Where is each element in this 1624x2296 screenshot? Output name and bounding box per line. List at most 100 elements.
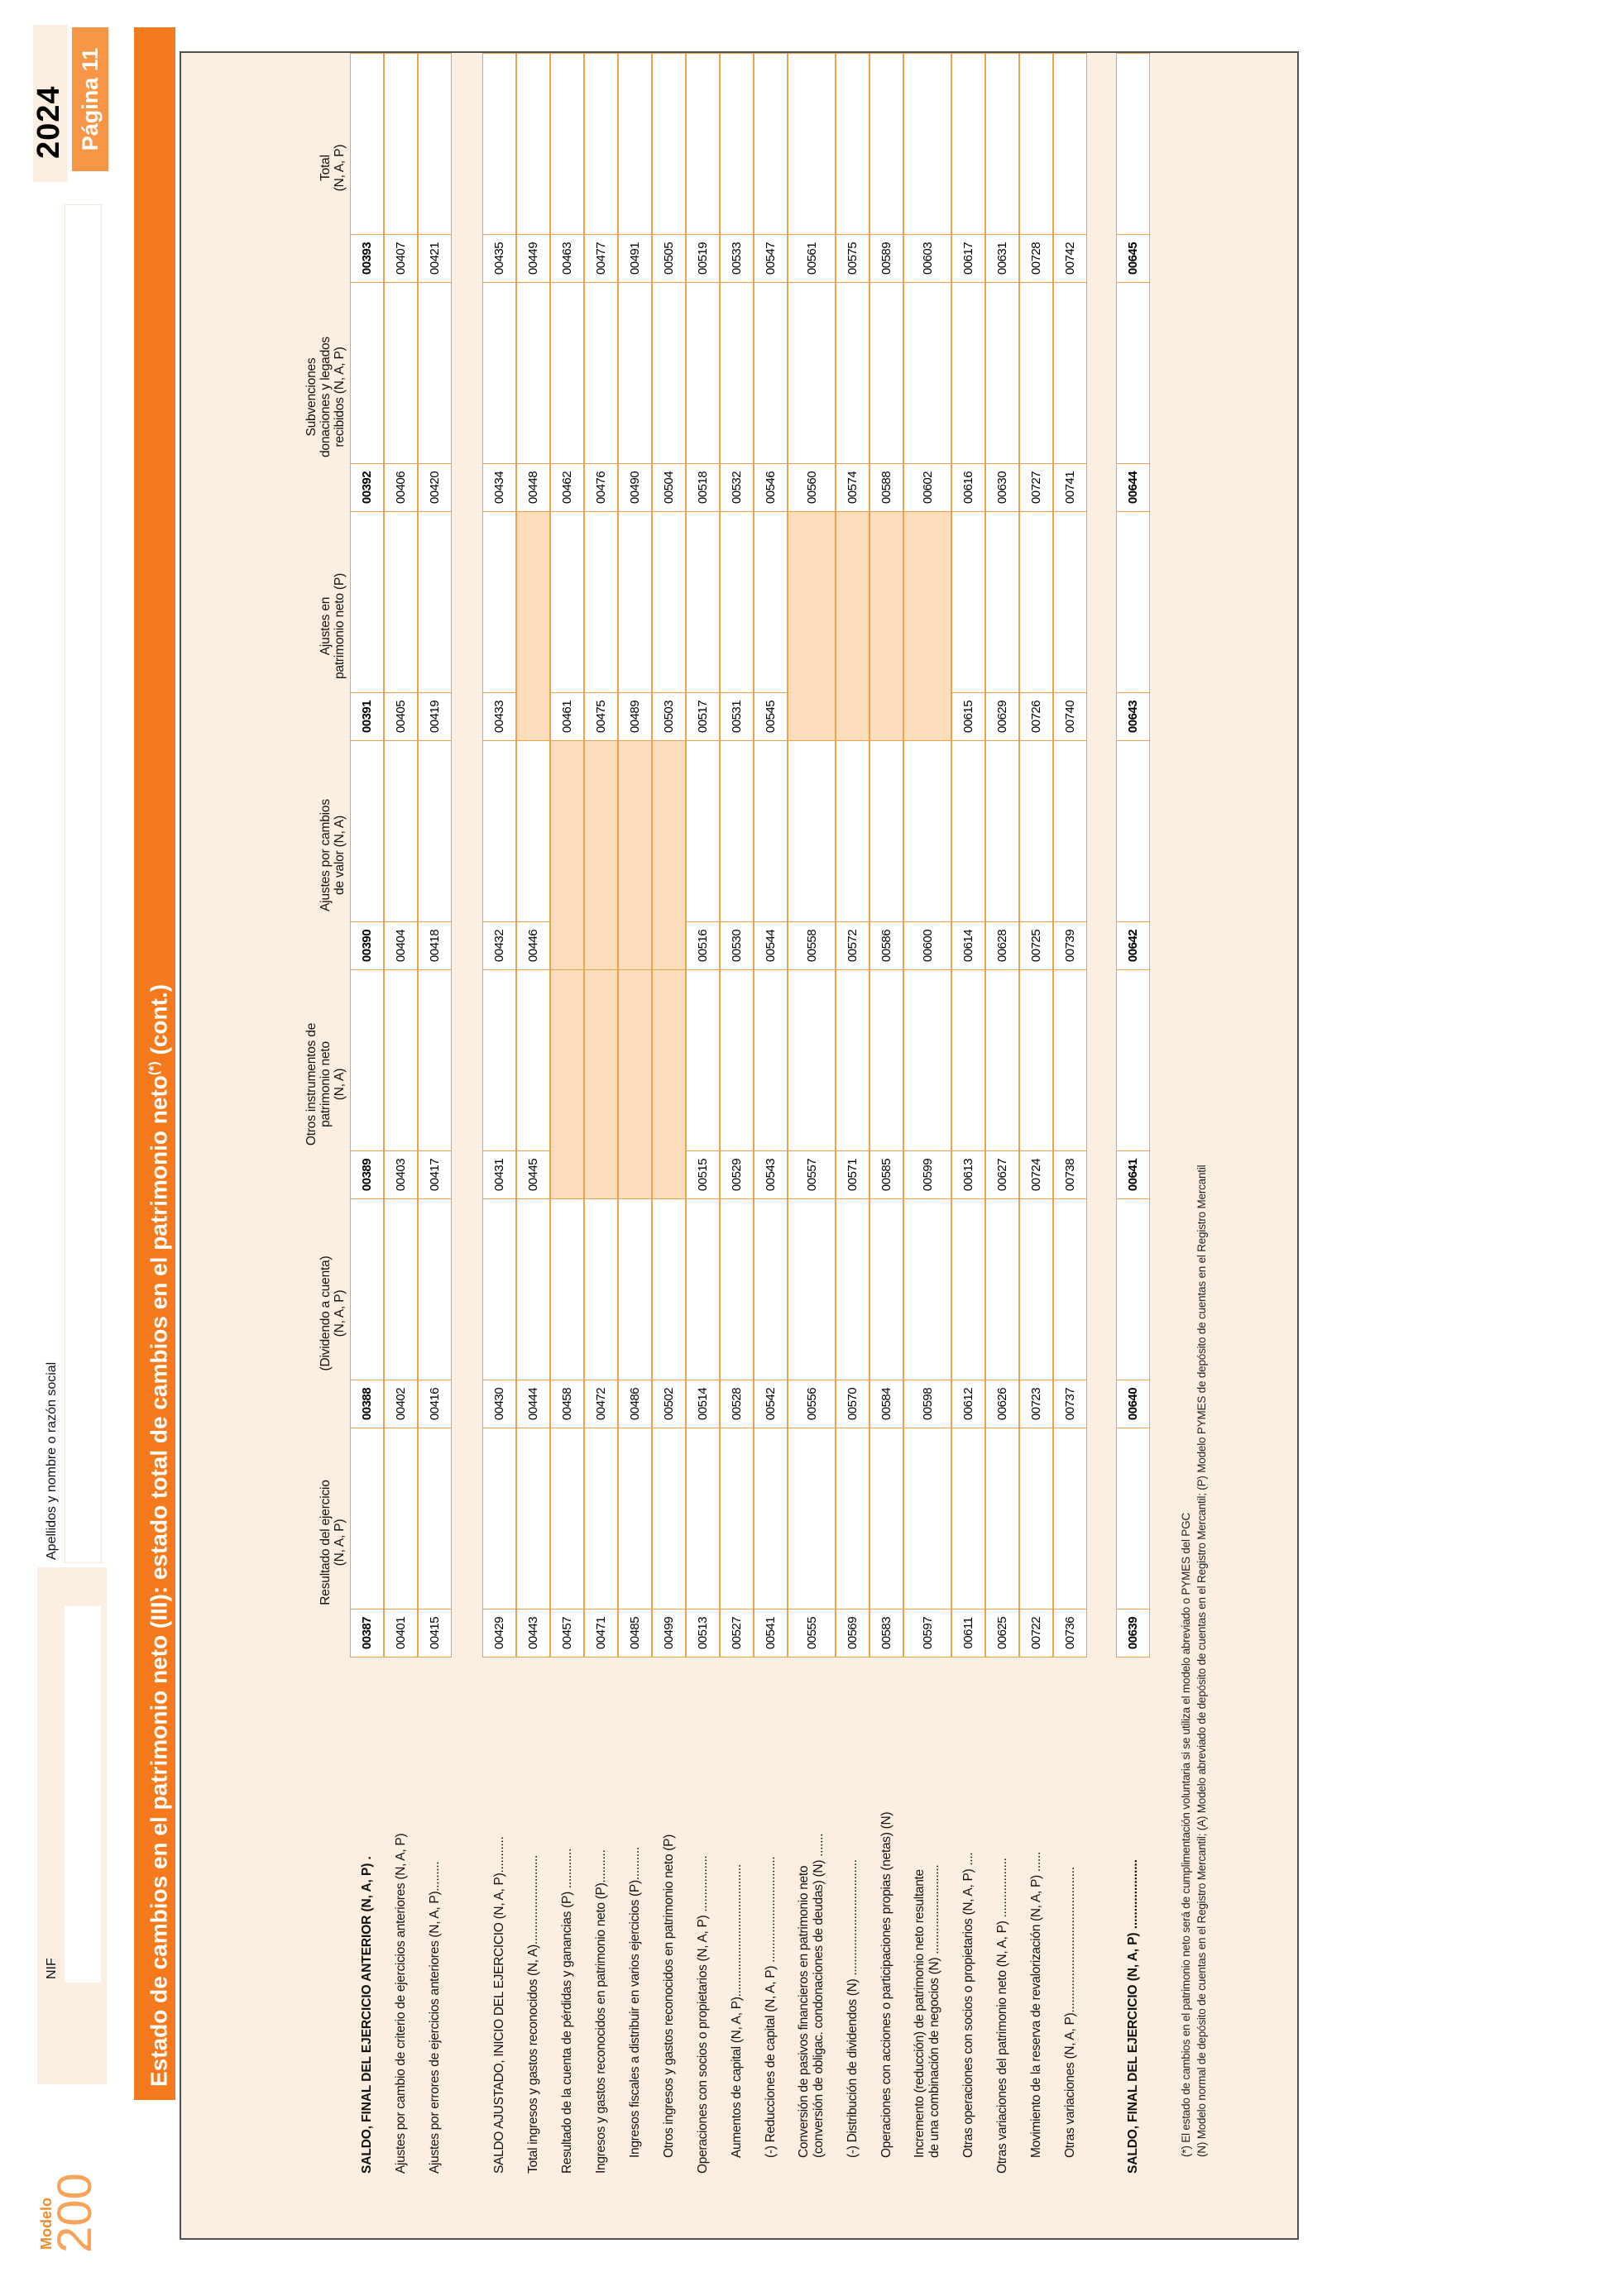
cell-input-00458[interactable] (550, 1198, 584, 1380)
cell-input-00417[interactable] (418, 969, 452, 1151)
cell-input-00571[interactable] (836, 969, 869, 1151)
cell-input-00517[interactable] (686, 511, 720, 693)
cell-input-00615[interactable] (951, 511, 985, 693)
cell-input-00739[interactable] (1053, 740, 1087, 922)
cell-input-00519[interactable] (686, 53, 720, 235)
apellidos-input[interactable] (65, 204, 102, 1563)
cell-input-00631[interactable] (985, 53, 1019, 235)
cell-input-00724[interactable] (1019, 969, 1053, 1151)
cell-input-00503[interactable] (652, 511, 686, 693)
cell-input-00629[interactable] (985, 511, 1019, 693)
cell-input-00527[interactable] (720, 1428, 754, 1610)
cell-input-00444[interactable] (516, 1198, 550, 1380)
cell-input-00404[interactable] (384, 740, 418, 922)
cell-input-00418[interactable] (418, 740, 452, 922)
cell-input-00435[interactable] (482, 53, 516, 235)
cell-input-00401[interactable] (384, 1428, 418, 1610)
cell-input-00446[interactable] (516, 740, 550, 922)
cell-input-00415[interactable] (418, 1428, 452, 1610)
cell-input-00390[interactable] (350, 740, 384, 922)
cell-input-00419[interactable] (418, 511, 452, 693)
cell-input-00645[interactable] (1116, 53, 1150, 235)
cell-input-00491[interactable] (618, 53, 652, 235)
cell-input-00421[interactable] (418, 53, 452, 235)
cell-input-00737[interactable] (1053, 1198, 1087, 1380)
cell-input-00532[interactable] (720, 282, 754, 464)
cell-input-00588[interactable] (869, 282, 903, 464)
cell-input-00407[interactable] (384, 53, 418, 235)
cell-input-00726[interactable] (1019, 511, 1053, 693)
cell-input-00429[interactable] (482, 1428, 516, 1610)
cell-input-00528[interactable] (720, 1198, 754, 1380)
cell-input-00457[interactable] (550, 1428, 584, 1610)
cell-input-00616[interactable] (951, 282, 985, 464)
cell-input-00575[interactable] (836, 53, 869, 235)
cell-input-00584[interactable] (869, 1198, 903, 1380)
cell-input-00533[interactable] (720, 53, 754, 235)
cell-input-00586[interactable] (869, 740, 903, 922)
cell-input-00405[interactable] (384, 511, 418, 693)
cell-input-00402[interactable] (384, 1198, 418, 1380)
cell-input-00560[interactable] (788, 282, 836, 464)
cell-input-00486[interactable] (618, 1198, 652, 1380)
cell-input-00513[interactable] (686, 1428, 720, 1610)
cell-input-00392[interactable] (350, 282, 384, 464)
cell-input-00477[interactable] (584, 53, 618, 235)
cell-input-00603[interactable] (903, 53, 951, 235)
cell-input-00627[interactable] (985, 969, 1019, 1151)
cell-input-00738[interactable] (1053, 969, 1087, 1151)
cell-input-00611[interactable] (951, 1428, 985, 1610)
cell-input-00628[interactable] (985, 740, 1019, 922)
cell-input-00490[interactable] (618, 282, 652, 464)
cell-input-00570[interactable] (836, 1198, 869, 1380)
cell-input-00640[interactable] (1116, 1198, 1150, 1380)
cell-input-00613[interactable] (951, 969, 985, 1151)
nif-input[interactable] (65, 1606, 101, 1983)
cell-input-00543[interactable] (754, 969, 788, 1151)
cell-input-00529[interactable] (720, 969, 754, 1151)
cell-input-00431[interactable] (482, 969, 516, 1151)
cell-input-00489[interactable] (618, 511, 652, 693)
cell-input-00387[interactable] (350, 1428, 384, 1610)
cell-input-00448[interactable] (516, 282, 550, 464)
cell-input-00727[interactable] (1019, 282, 1053, 464)
cell-input-00630[interactable] (985, 282, 1019, 464)
cell-input-00617[interactable] (951, 53, 985, 235)
cell-input-00583[interactable] (869, 1428, 903, 1610)
cell-input-00569[interactable] (836, 1428, 869, 1610)
cell-input-00544[interactable] (754, 740, 788, 922)
cell-input-00393[interactable] (350, 53, 384, 235)
cell-input-00545[interactable] (754, 511, 788, 693)
cell-input-00741[interactable] (1053, 282, 1087, 464)
cell-input-00736[interactable] (1053, 1428, 1087, 1610)
cell-input-00391[interactable] (350, 511, 384, 693)
cell-input-00614[interactable] (951, 740, 985, 922)
cell-input-00626[interactable] (985, 1198, 1019, 1380)
cell-input-00485[interactable] (618, 1428, 652, 1610)
cell-input-00556[interactable] (788, 1198, 836, 1380)
cell-input-00475[interactable] (584, 511, 618, 693)
cell-input-00639[interactable] (1116, 1428, 1150, 1610)
cell-input-00462[interactable] (550, 282, 584, 464)
cell-input-00602[interactable] (903, 282, 951, 464)
cell-input-00740[interactable] (1053, 511, 1087, 693)
cell-input-00416[interactable] (418, 1198, 452, 1380)
cell-input-00557[interactable] (788, 969, 836, 1151)
cell-input-00516[interactable] (686, 740, 720, 922)
cell-input-00585[interactable] (869, 969, 903, 1151)
cell-input-00476[interactable] (584, 282, 618, 464)
cell-input-00555[interactable] (788, 1428, 836, 1610)
cell-input-00389[interactable] (350, 969, 384, 1151)
cell-input-00432[interactable] (482, 740, 516, 922)
cell-input-00499[interactable] (652, 1428, 686, 1610)
cell-input-00723[interactable] (1019, 1198, 1053, 1380)
cell-input-00561[interactable] (788, 53, 836, 235)
cell-input-00722[interactable] (1019, 1428, 1053, 1610)
cell-input-00514[interactable] (686, 1198, 720, 1380)
cell-input-00644[interactable] (1116, 282, 1150, 464)
cell-input-00642[interactable] (1116, 740, 1150, 922)
cell-input-00531[interactable] (720, 511, 754, 693)
cell-input-00472[interactable] (584, 1198, 618, 1380)
cell-input-00541[interactable] (754, 1428, 788, 1610)
cell-input-00403[interactable] (384, 969, 418, 1151)
